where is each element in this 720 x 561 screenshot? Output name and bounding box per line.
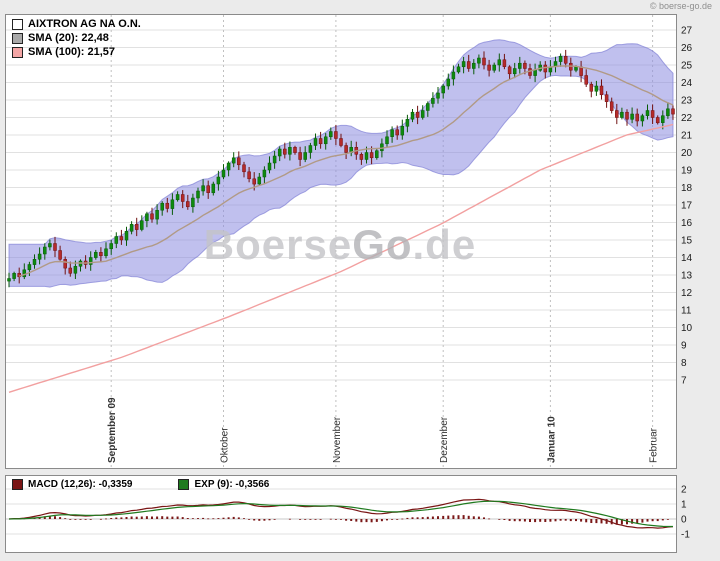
signal-line — [8, 500, 673, 528]
legend-item-sma100: SMA (100): 21,57 — [12, 45, 141, 59]
legend-item-sma20: SMA (20): 22,48 — [12, 31, 141, 45]
svg-text:1: 1 — [681, 500, 687, 511]
svg-text:7: 7 — [681, 376, 687, 387]
sma20-line — [18, 65, 674, 277]
svg-text:November: November — [332, 416, 343, 463]
svg-text:20: 20 — [681, 148, 693, 159]
sma100-swatch-icon — [12, 46, 23, 58]
legend-item-exp: EXP (9): -0,3566 — [178, 477, 269, 491]
svg-text:11: 11 — [681, 306, 692, 317]
svg-text:9: 9 — [681, 341, 687, 352]
instrument-label: AIXTRON AG NA O.N. — [28, 18, 141, 30]
price-chart-panel: 27 26 25 24 23 22 21 20 19 18 17 16 15 14 13 12 11 10 9 8 7 S… — [5, 14, 717, 469]
copyright-text: © boerse-go.de — [649, 1, 712, 11]
svg-text:0: 0 — [681, 515, 687, 526]
macd-line — [8, 498, 674, 529]
price-legend: AIXTRON AG NA O.N. SMA (20): 22,48 SMA (… — [12, 17, 141, 59]
svg-text:15: 15 — [681, 236, 693, 247]
svg-text:Dezember: Dezember — [439, 416, 450, 463]
svg-text:27: 27 — [681, 26, 693, 37]
macd-y-labels: 2 1 0 -1 — [681, 485, 690, 541]
legend-item-macd: MACD (12,26): -0,3359 — [12, 477, 132, 491]
exp-label: EXP (9): -0,3566 — [194, 478, 270, 490]
price-gridlines — [6, 29, 676, 381]
svg-text:18: 18 — [681, 183, 693, 194]
svg-text:13: 13 — [681, 271, 693, 282]
macd-swatch-icon — [12, 478, 23, 490]
sma20-label: SMA (20): 22,48 — [28, 32, 109, 44]
svg-text:10: 10 — [681, 323, 693, 334]
svg-text:25: 25 — [681, 61, 693, 72]
macd-panel: 2 1 0 -1 MACD (12,26): -0,3359 EXP (9): -0,… — [5, 475, 717, 553]
exp-swatch-icon — [178, 478, 190, 490]
svg-text:24: 24 — [681, 78, 693, 89]
macd-chart-canvas[interactable]: 2 1 0 -1 — [5, 475, 717, 553]
svg-text:2: 2 — [681, 485, 687, 496]
svg-text:16: 16 — [681, 218, 693, 229]
price-y-labels: 27 26 25 24 23 22 21 20 19 18 17 16 15 14 13 12 11 10 9 8 7 — [681, 26, 693, 387]
sma100-line — [8, 123, 674, 393]
svg-text:-1: -1 — [681, 530, 690, 541]
sma100-label: SMA (100): 21,57 — [28, 46, 116, 58]
macd-legend: MACD (12,26): -0,3359 EXP (9): -0,3566 — [12, 477, 269, 491]
svg-text:21: 21 — [681, 131, 693, 142]
macd-label: MACD (12,26): -0,3359 — [28, 478, 133, 490]
svg-text:17: 17 — [681, 201, 693, 212]
svg-text:14: 14 — [681, 253, 693, 264]
instrument-checkbox-icon[interactable] — [12, 18, 23, 30]
svg-text:12: 12 — [681, 288, 693, 299]
sma20-swatch-icon — [12, 32, 23, 44]
svg-text:22: 22 — [681, 113, 693, 124]
svg-text:26: 26 — [681, 43, 693, 54]
price-chart-canvas[interactable]: 27 26 25 24 23 22 21 20 19 18 17 16 15 14 13 12 11 10 9 8 7 S… — [5, 14, 717, 469]
svg-text:September 09: September 09 — [107, 397, 118, 463]
svg-text:Januar 10: Januar 10 — [546, 416, 557, 463]
svg-text:Februar: Februar — [649, 427, 660, 463]
svg-text:19: 19 — [681, 166, 693, 177]
svg-text:8: 8 — [681, 358, 687, 369]
svg-text:23: 23 — [681, 96, 693, 107]
legend-item-instrument: AIXTRON AG NA O.N. — [12, 17, 141, 31]
svg-text:Oktober: Oktober — [220, 427, 231, 463]
